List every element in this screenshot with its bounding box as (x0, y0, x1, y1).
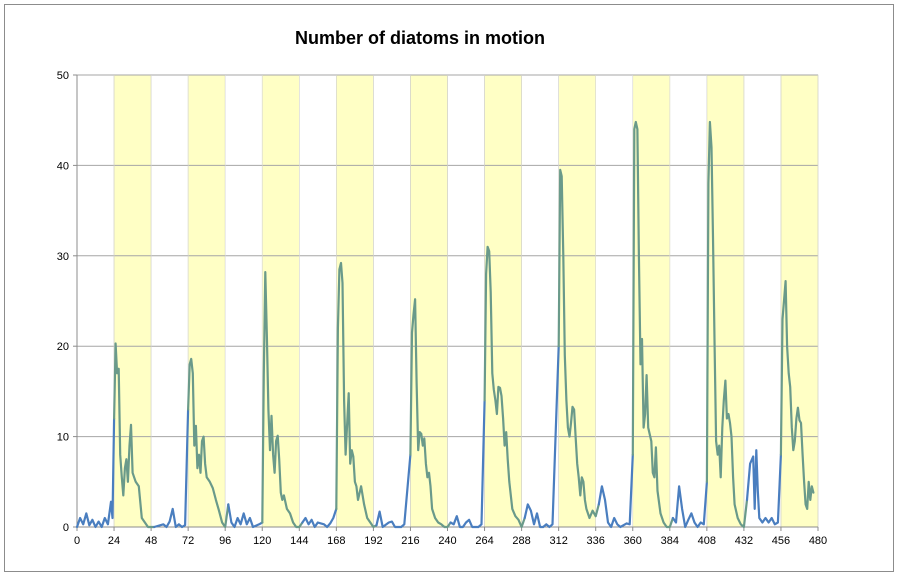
series-lines (75, 120, 815, 529)
x-tick-label-192: 192 (364, 535, 382, 547)
x-tick-label-120: 120 (253, 535, 271, 547)
series-segment-0 (75, 417, 116, 529)
series-segment-1 (112, 342, 156, 529)
y-tick-label-30: 30 (57, 251, 69, 263)
light-period-bands (113, 74, 819, 528)
x-tick-label-144: 144 (290, 535, 308, 547)
series-segment-8 (375, 453, 412, 529)
series-segment-7 (335, 261, 378, 529)
x-tick-label-24: 24 (108, 535, 120, 547)
series-segment-2 (153, 408, 190, 529)
y-tick-label-20: 20 (57, 341, 69, 353)
x-tick-label-288: 288 (512, 535, 530, 547)
series-segment-14 (597, 453, 634, 529)
x-tick-label-168: 168 (327, 535, 345, 547)
x-tick-label-312: 312 (549, 535, 567, 547)
x-tick-label-432: 432 (735, 535, 753, 547)
series-segment-19 (779, 280, 815, 510)
y-tick-label-40: 40 (57, 160, 69, 172)
chart-title: Number of diatoms in motion (295, 28, 545, 48)
light-band-1 (187, 74, 226, 528)
x-tick-label-96: 96 (219, 535, 231, 547)
x-tick-label-0: 0 (74, 535, 80, 547)
series-segment-3 (187, 357, 230, 529)
light-band-2 (261, 74, 300, 528)
x-tick-label-360: 360 (624, 535, 642, 547)
series-segment-10 (449, 399, 486, 529)
x-tick-label-48: 48 (145, 535, 157, 547)
series-segment-11 (483, 245, 526, 529)
x-tick-label-72: 72 (182, 535, 194, 547)
y-tick-label-10: 10 (57, 432, 69, 444)
series-segment-18 (745, 449, 783, 526)
gridlines (76, 74, 819, 527)
series-segment-12 (523, 345, 560, 529)
x-tick-label-384: 384 (661, 535, 679, 547)
series-segment-6 (301, 507, 338, 529)
x-tick-label-480: 480 (809, 535, 827, 547)
x-tick-label-216: 216 (401, 535, 419, 547)
series-segment-4 (227, 503, 264, 529)
x-tick-label-408: 408 (698, 535, 716, 547)
chart-frame (4, 4, 894, 572)
series-segment-9 (409, 298, 452, 529)
y-tick-label-0: 0 (63, 522, 69, 534)
light-band-4 (410, 74, 448, 528)
tick-labels: 0 24 48 72 96 120 144 168 192 216 240 264 288 312 336 3… (57, 70, 827, 547)
series-segment-17 (705, 120, 749, 529)
x-tick-label-264: 264 (475, 535, 493, 547)
x-tick-label-456: 456 (772, 535, 790, 547)
series-segment-15 (631, 120, 675, 529)
series-segment-13 (557, 168, 600, 520)
x-tick-label-240: 240 (438, 535, 456, 547)
light-band-8 (706, 74, 745, 528)
x-tick-label-336: 336 (587, 535, 605, 547)
y-tick-label-50: 50 (57, 70, 69, 82)
series-segment-16 (671, 480, 709, 529)
series-segment-5 (261, 271, 304, 529)
